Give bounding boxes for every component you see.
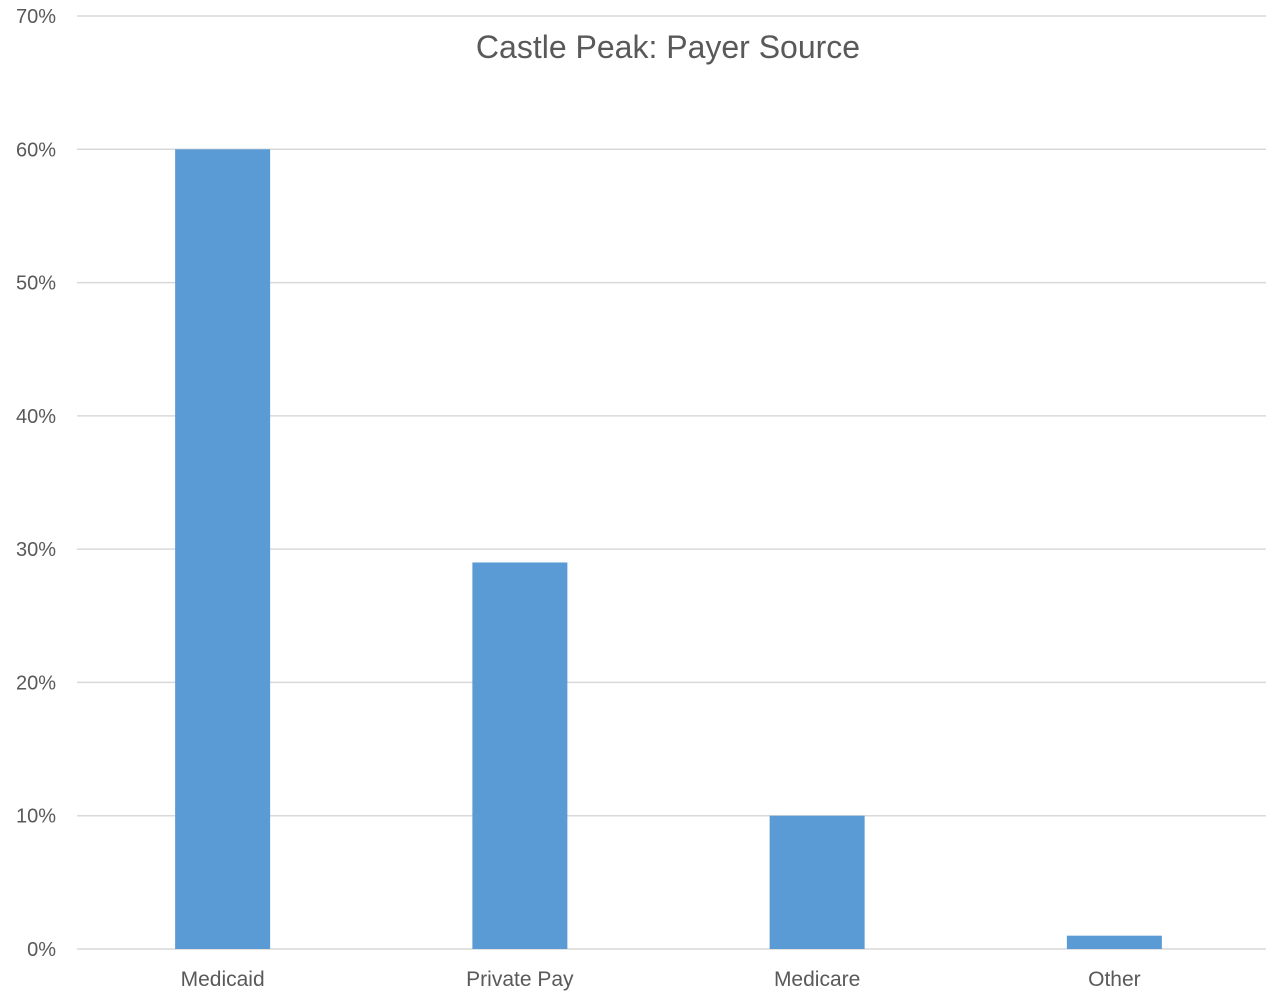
chart-title: Castle Peak: Payer Source <box>476 29 860 65</box>
y-tick-label: 70% <box>16 6 56 28</box>
y-tick-label: 20% <box>16 672 56 694</box>
x-tick-label: Medicare <box>774 968 860 991</box>
y-tick-label: 40% <box>16 406 56 428</box>
x-tick-label: Private Pay <box>466 968 574 991</box>
y-axis-tick-labels: 0% 10% 20% 30% 40% 50% 60% 70% <box>16 6 56 961</box>
bar-medicaid <box>175 149 271 950</box>
y-tick-label: 60% <box>16 139 56 161</box>
y-tick-label: 50% <box>16 273 56 295</box>
x-tick-label: Other <box>1088 968 1141 991</box>
bar-private-pay <box>472 562 568 949</box>
bars <box>175 149 1162 950</box>
y-tick-label: 30% <box>16 539 56 561</box>
x-tick-label: Medicaid <box>181 968 265 991</box>
x-axis-tick-labels: Medicaid Private Pay Medicare Other <box>181 968 1141 991</box>
y-tick-label: 0% <box>27 939 56 961</box>
gridlines <box>77 15 1266 950</box>
bar-other <box>1066 935 1162 949</box>
bar-medicare <box>769 815 865 949</box>
y-tick-label: 10% <box>16 806 56 828</box>
